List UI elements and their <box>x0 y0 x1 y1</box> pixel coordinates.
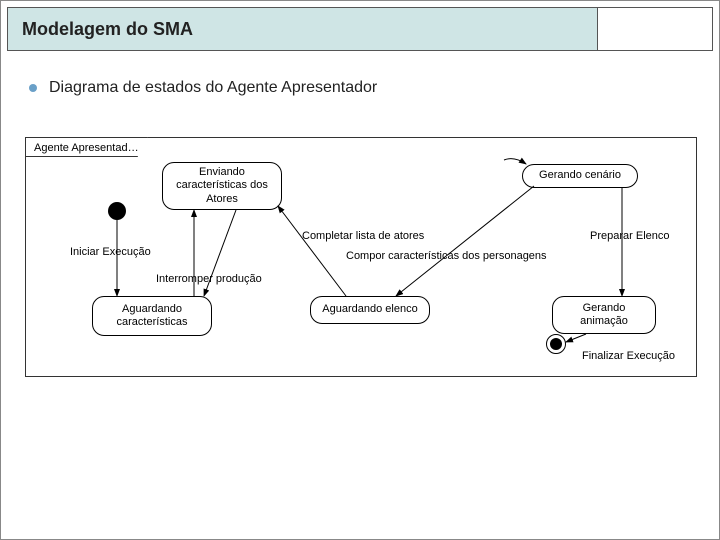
transition-label-iniciar-execucao: Iniciar Execução <box>70 246 151 258</box>
edge-into-s2 <box>504 159 526 164</box>
state-label: Gerandoanimação <box>580 302 628 328</box>
edge-s4-to-s1 <box>278 206 346 296</box>
state-enviando-caracteristicas: Enviandocaracterísticas dosAtores <box>162 162 282 210</box>
slide: Modelagem do SMA Diagrama de estados do … <box>0 0 720 540</box>
state-gerando-cenario: Gerando cenário <box>522 164 638 188</box>
state-diagram-frame: Agente Apresentad… Enviandocaracterístic… <box>25 137 697 377</box>
initial-state-icon <box>108 202 126 220</box>
state-aguardando-caracteristicas: Aguardandocaracterísticas <box>92 296 212 336</box>
transition-label-preparar-elenco: Preparar Elenco <box>590 230 670 242</box>
final-state-icon <box>546 334 566 354</box>
transition-label-compor-caracteristicas: Compor características dos personagens <box>346 250 547 262</box>
slide-title: Modelagem do SMA <box>22 19 193 40</box>
slide-title-accent-box <box>597 7 713 51</box>
transition-label-completar-lista: Completar lista de atores <box>302 230 424 242</box>
bullet-row: Diagrama de estados do Agente Apresentad… <box>29 79 691 97</box>
final-state-inner-icon <box>550 338 562 350</box>
edge-s5-to-final <box>566 334 586 342</box>
diagram-frame-tab: Agente Apresentad… <box>25 137 148 157</box>
state-label: Aguardandocaracterísticas <box>117 303 188 329</box>
state-aguardando-elenco: Aguardando elenco <box>310 296 430 324</box>
state-label: Gerando cenário <box>539 169 621 182</box>
bullet-dot-icon <box>29 84 37 92</box>
transition-label-finalizar-execucao: Finalizar Execução <box>582 350 675 362</box>
state-label: Enviandocaracterísticas dosAtores <box>176 166 268 206</box>
state-gerando-animacao: Gerandoanimação <box>552 296 656 334</box>
transition-label-interromper-producao: Interromper produção <box>156 273 262 285</box>
state-label: Aguardando elenco <box>322 303 417 316</box>
bullet-text: Diagrama de estados do Agente Apresentad… <box>49 79 377 97</box>
